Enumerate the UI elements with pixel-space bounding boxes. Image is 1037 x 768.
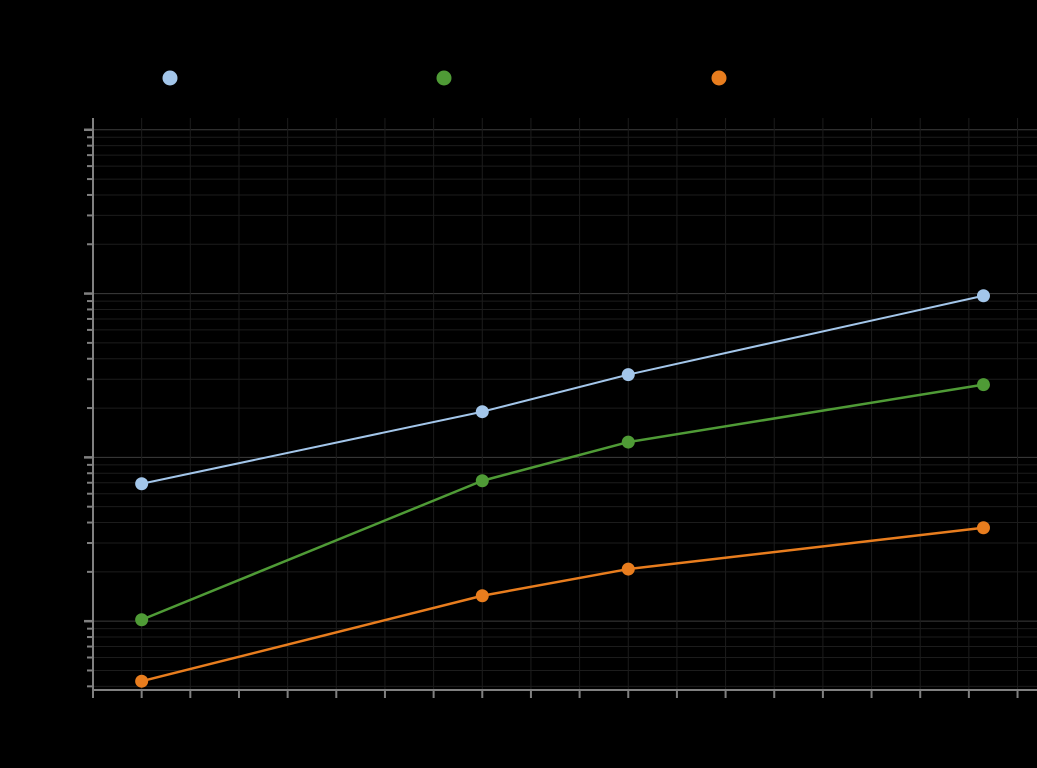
data-series	[135, 289, 990, 491]
series-line	[140, 383, 985, 622]
legend-marker[interactable]	[436, 70, 452, 86]
series-marker	[475, 405, 489, 419]
series-marker	[621, 435, 635, 449]
legend-marker[interactable]	[162, 70, 178, 86]
series-marker	[135, 613, 149, 627]
series-marker	[135, 477, 149, 491]
plot-area-background	[93, 118, 1037, 690]
series-line	[140, 294, 985, 485]
series-marker	[976, 378, 990, 392]
series-marker	[621, 368, 635, 382]
series-marker	[135, 674, 149, 688]
series-marker	[621, 562, 635, 576]
series-marker	[475, 589, 489, 603]
data-series-layer	[135, 289, 990, 688]
data-series	[135, 521, 990, 688]
series-marker	[475, 474, 489, 488]
legend-marker[interactable]	[711, 70, 727, 86]
data-series	[135, 378, 990, 627]
series-marker	[976, 289, 990, 303]
series-marker	[976, 521, 990, 535]
series-line	[140, 526, 985, 683]
x-axis-ticks	[92, 690, 1019, 698]
y-grid-major	[93, 129, 1037, 622]
chart-legend	[162, 70, 727, 86]
